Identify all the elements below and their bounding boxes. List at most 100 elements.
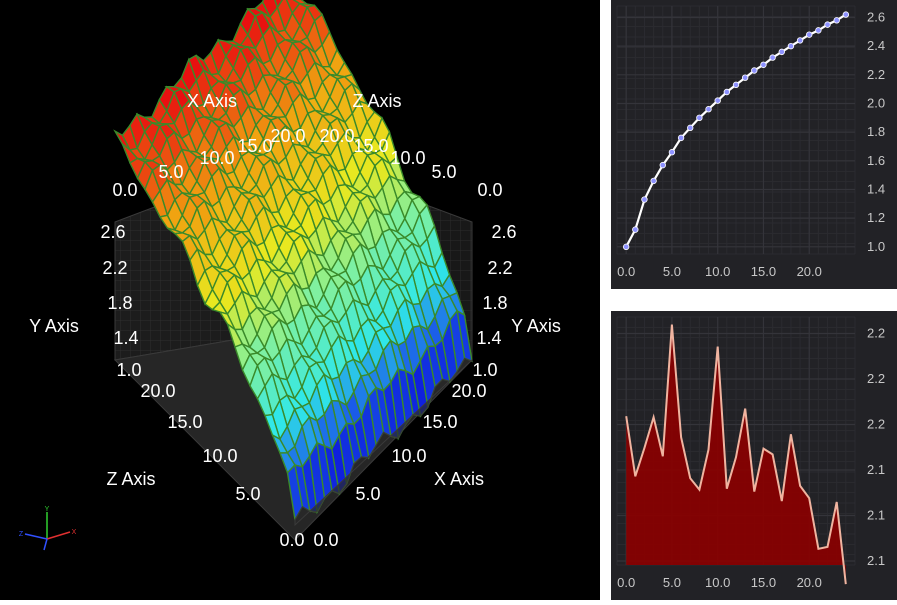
x-tick-top: 10.0: [199, 148, 234, 168]
z-tick-top: 5.0: [431, 162, 456, 182]
y-tick-left: 1.0: [116, 360, 141, 380]
y-tick-label: 2.4: [867, 38, 885, 53]
line-point: [796, 37, 804, 44]
y-tick-left: 2.2: [102, 258, 127, 278]
area-chart-svg: 0.0 5.0 10.0 15.0 20.0 2.1 2.1 2.1 2.2 2.2 2.2: [616, 316, 885, 590]
z-tick-bottom: 0.0: [279, 530, 304, 550]
y-tick-left: 2.6: [100, 222, 125, 242]
y-axis-ticks-left: 2.6 2.2 1.8 1.4 1.0: [100, 222, 141, 380]
y-tick-label: 1.8: [867, 124, 885, 139]
y-axis-ticks-right: 2.6 2.2 1.8 1.4 1.0: [472, 222, 516, 380]
x-tick-top: 15.0: [237, 136, 272, 156]
line-point: [659, 161, 666, 169]
x-tick-label: 0.0: [617, 575, 635, 590]
line-point: [815, 27, 822, 34]
z-tick-top: 20.0: [319, 126, 354, 146]
x-tick-bottom: 10.0: [391, 446, 426, 466]
z-axis-ticks-top: 20.0 15.0 10.0 5.0 0.0: [319, 126, 502, 200]
line-point: [842, 11, 850, 18]
y-tick-right: 1.8: [482, 293, 507, 313]
line-point: [650, 177, 657, 185]
y-tick-right: 2.2: [487, 258, 512, 278]
y-tick-label: 2.2: [867, 417, 885, 432]
x-tick-label: 0.0: [617, 264, 635, 279]
line-point: [806, 31, 813, 38]
triad-y-label: Y: [45, 506, 50, 513]
z-tick-bottom: 15.0: [167, 412, 202, 432]
line-point: [778, 48, 785, 56]
x-axis-ticks-top: 0.0 5.0 10.0 15.0 20.0: [112, 126, 305, 200]
area-fill: [626, 324, 846, 585]
line-point: [833, 17, 840, 24]
line-point: [641, 196, 648, 203]
x-tick-top: 20.0: [270, 126, 305, 146]
y-tick-label: 1.6: [867, 153, 885, 168]
y-tick-label: 1.0: [867, 239, 885, 254]
y-tick-label: 2.1: [867, 553, 885, 568]
y-tick-label: 2.2: [867, 371, 885, 386]
line-point: [741, 74, 749, 81]
line-point: [732, 81, 740, 89]
line-point: [632, 226, 639, 233]
y-tick-label: 2.2: [867, 67, 885, 82]
x-tick-bottom: 5.0: [355, 484, 380, 504]
z-tick-top: 10.0: [390, 148, 425, 168]
z-tick-bottom: 20.0: [140, 381, 175, 401]
y-tick-label: 2.1: [867, 508, 885, 523]
y-tick-label: 2.2: [867, 326, 885, 341]
z-axis-ticks-bottom: 20.0 15.0 10.0 5.0 0.0: [140, 381, 304, 550]
y-tick-label: 2.6: [867, 9, 885, 24]
y-tick-label: 2.0: [867, 95, 885, 110]
line-point: [760, 61, 767, 68]
line-point: [622, 243, 630, 251]
x-tick-bottom: 15.0: [422, 412, 457, 432]
line-point: [687, 124, 694, 132]
area-chart-panel[interactable]: 0.0 5.0 10.0 15.0 20.0 2.1 2.1 2.1 2.2 2.2 2.2: [611, 311, 897, 600]
y-tick-right: 2.6: [491, 222, 516, 242]
x-tick-label: 5.0: [663, 575, 681, 590]
line-point: [769, 54, 776, 61]
x-tick-label: 20.0: [797, 264, 822, 279]
z-tick-top: 15.0: [353, 136, 388, 156]
surface-mesh: [113, 0, 473, 527]
line-point: [787, 42, 795, 50]
line-point: [677, 134, 685, 142]
line-chart-panel[interactable]: 0.0 5.0 10.0 15.0 20.0 1.0 1.2 1.4 1.6 1.8 2.0 2.2 2…: [611, 0, 897, 289]
z-tick-bottom: 10.0: [202, 446, 237, 466]
z-tick-bottom: 5.0: [235, 484, 260, 504]
x-tick-bottom: 20.0: [451, 381, 486, 401]
area-series-line: [625, 324, 847, 585]
surface-side-wall: [294, 357, 473, 527]
line-point: [723, 88, 731, 96]
line-point: [824, 21, 831, 28]
line-point: [714, 97, 721, 104]
y-tick-label: 1.2: [867, 210, 885, 225]
y-tick-label: 1.4: [867, 181, 885, 196]
x-tick-label: 20.0: [797, 575, 822, 590]
x-tick-top: 5.0: [158, 162, 183, 182]
line-point: [705, 106, 712, 113]
z-axis-title-bottom: Z Axis: [106, 469, 155, 489]
x-tick-label: 10.0: [705, 575, 730, 590]
surface-3d-svg: 0.0 5.0 10.0 15.0 20.0 20.0 15.0 10.0 5.…: [19, 0, 561, 551]
x-axis-title-top: X Axis: [187, 91, 237, 111]
line-point: [751, 67, 758, 74]
z-axis-title-top: Z Axis: [352, 91, 401, 111]
triad-z-label: Z: [19, 531, 24, 538]
x-tick-bottom: 0.0: [313, 530, 338, 550]
x-tick-label: 5.0: [663, 264, 681, 279]
z-tick-top: 0.0: [477, 180, 502, 200]
y-tick-right: 1.4: [476, 328, 501, 348]
surface-3d-chart[interactable]: 0.0 5.0 10.0 15.0 20.0 20.0 15.0 10.0 5.…: [0, 0, 600, 600]
x-tick-top: 0.0: [112, 180, 137, 200]
line-point: [668, 149, 676, 156]
y-tick-left: 1.8: [107, 293, 132, 313]
y-tick-left: 1.4: [113, 328, 138, 348]
triad-x-label: X: [72, 529, 77, 536]
line-chart-svg: 0.0 5.0 10.0 15.0 20.0 1.0 1.2 1.4 1.6 1.8 2.0 2.2 2…: [616, 5, 885, 279]
x-tick-label: 10.0: [705, 264, 730, 279]
y-tick-right: 1.0: [472, 360, 497, 380]
y-tick-label: 2.1: [867, 462, 885, 477]
x-axis-ticks-bottom: 0.0 5.0 10.0 15.0 20.0: [313, 381, 486, 550]
